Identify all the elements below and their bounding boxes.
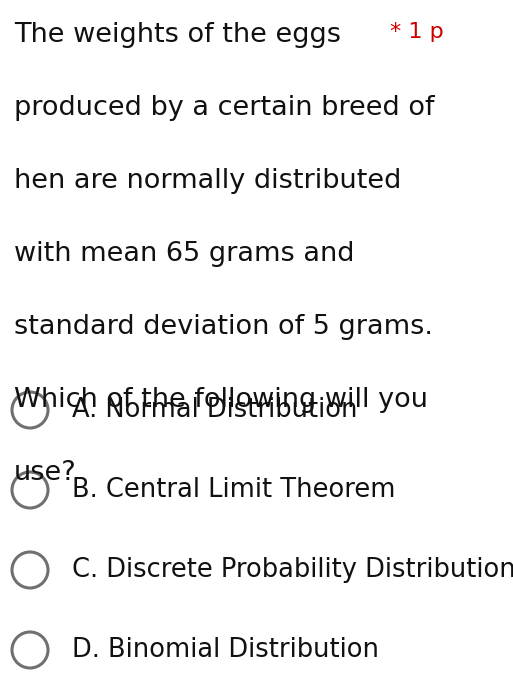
- Text: The weights of the eggs: The weights of the eggs: [14, 22, 341, 48]
- Text: A. Normal Distribution: A. Normal Distribution: [72, 397, 358, 423]
- Text: hen are normally distributed: hen are normally distributed: [14, 168, 401, 194]
- Text: * 1 p: * 1 p: [390, 22, 444, 42]
- Text: Which of the following will you: Which of the following will you: [14, 387, 428, 413]
- Text: with mean 65 grams and: with mean 65 grams and: [14, 241, 354, 267]
- Text: standard deviation of 5 grams.: standard deviation of 5 grams.: [14, 314, 433, 340]
- Text: produced by a certain breed of: produced by a certain breed of: [14, 95, 435, 121]
- Text: D. Binomial Distribution: D. Binomial Distribution: [72, 637, 379, 663]
- Text: B. Central Limit Theorem: B. Central Limit Theorem: [72, 477, 396, 503]
- Text: use?: use?: [14, 460, 77, 486]
- Text: C. Discrete Probability Distribution: C. Discrete Probability Distribution: [72, 557, 513, 583]
